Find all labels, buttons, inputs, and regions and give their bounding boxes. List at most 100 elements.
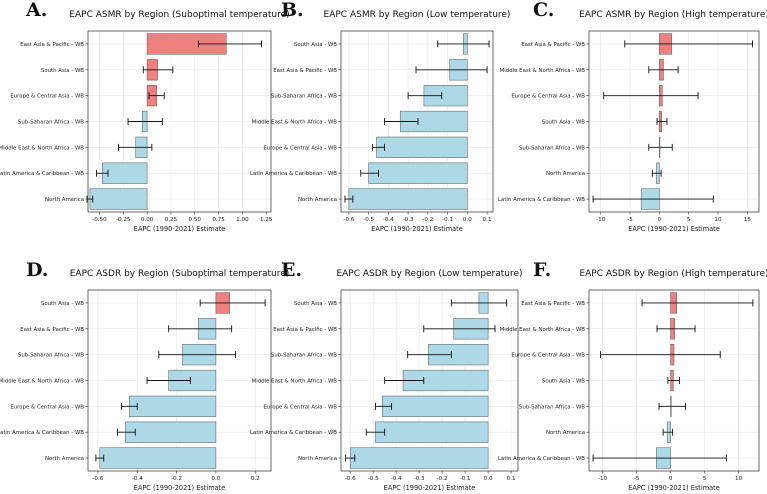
- x-tick-label: -5: [634, 476, 640, 482]
- x-tick-label: -0.3: [414, 476, 425, 482]
- x-tick-label: 0.2: [251, 476, 260, 482]
- bar-6: [368, 162, 468, 184]
- chart-title: EAPC ASDR by Region (Suboptimal temperat…: [70, 269, 290, 279]
- category-label: Middle East & North Africa - WB: [500, 327, 586, 333]
- x-tick-label: -0.5: [363, 217, 374, 223]
- category-label: Middle East & North Africa - WB: [500, 68, 586, 74]
- chart-title: EAPC ASMR by Region (Low temperature): [324, 10, 511, 20]
- category-label: South Asia - WB: [542, 379, 585, 385]
- x-tick-label: 0: [669, 476, 673, 482]
- chart-title: EAPC ASDR by Region (High temperature): [579, 269, 767, 279]
- category-label: Middle East & North Africa - WB: [0, 379, 84, 385]
- x-tick-label: -10: [598, 476, 608, 482]
- x-tick-label: 15: [744, 217, 752, 223]
- x-tick-label: 0.0: [463, 217, 472, 223]
- x-tick-label: 5: [687, 217, 691, 223]
- x-tick-label: -0.1: [442, 217, 453, 223]
- category-label: Sub-Saharan Africa - WB: [519, 145, 585, 151]
- category-label: Middle East & North Africa - WB: [252, 379, 338, 385]
- category-label: Europe & Central Asia - WB: [263, 404, 337, 410]
- bar-6: [375, 421, 489, 443]
- x-tick-label: -5: [627, 217, 633, 223]
- x-tick-label: 0.50: [189, 217, 202, 223]
- x-tick-label: 0.1: [483, 217, 492, 223]
- x-tick-label: -0.2: [422, 217, 433, 223]
- x-tick-label: 5: [703, 476, 707, 482]
- category-label: Europe & Central Asia - WB: [511, 94, 585, 100]
- x-tick-label: -0.50: [92, 217, 107, 223]
- bar-5: [382, 395, 489, 417]
- category-label: Latin America & Caribbean - WB: [498, 456, 585, 462]
- category-label: North America: [546, 171, 585, 177]
- bar-7: [348, 188, 468, 210]
- bar-6: [102, 162, 148, 184]
- panel-letter: C.: [533, 0, 554, 21]
- category-label: Europe & Central Asia - WB: [10, 404, 84, 410]
- chart-panel-5: E. EAPC ASDR by Region (Low temperature) -…: [250, 259, 523, 492]
- x-tick-label: 1.00: [236, 217, 249, 223]
- plot-frame: [588, 30, 760, 213]
- x-axis-label: EAPC (1990-2021) Estimate: [134, 484, 226, 492]
- panel-letter: A.: [25, 0, 47, 21]
- bar-7: [99, 447, 217, 469]
- x-tick-label: 0.0: [211, 476, 220, 482]
- category-label: Sub-Saharan Africa - WB: [18, 120, 84, 126]
- x-tick-label: -0.6: [345, 476, 356, 482]
- panel-letter: B.: [281, 0, 304, 21]
- plot-frame: [87, 289, 272, 472]
- bar-6: [125, 421, 217, 443]
- category-label: Sub-Saharan Africa - WB: [18, 353, 84, 359]
- category-label: South Asia - WB: [294, 42, 337, 48]
- category-label: Europe & Central Asia - WB: [263, 145, 337, 151]
- x-axis-label: EAPC (1990-2021) Estimate: [628, 484, 720, 492]
- category-label: East Asia & Pacific - WB: [521, 301, 585, 307]
- x-axis-label: EAPC (1990-2021) Estimate: [628, 225, 720, 233]
- category-label: Middle East & North Africa - WB: [0, 145, 84, 151]
- plot-frame: [588, 289, 760, 472]
- chart-panel-4: D. EAPC ASDR by Region (Suboptimal temper…: [0, 259, 289, 492]
- x-axis-label: EAPC (1990-2021) Estimate: [371, 225, 463, 233]
- bar-5: [129, 395, 217, 417]
- x-tick-label: -0.3: [403, 217, 414, 223]
- category-label: South Asia - WB: [542, 120, 585, 126]
- category-label: North America: [546, 430, 585, 436]
- chart-title: EAPC ASMR by Region (High temperature): [579, 10, 767, 20]
- category-label: Latin America & Caribbean - WB: [250, 430, 337, 436]
- panel-letter: F.: [533, 259, 551, 281]
- chart-panel-3: C. EAPC ASMR by Region (High temperature)…: [498, 0, 767, 233]
- category-label: East Asia & Pacific - WB: [521, 42, 585, 48]
- category-label: Middle East & North Africa - WB: [252, 120, 338, 126]
- category-label: North America: [298, 456, 337, 462]
- x-tick-label: -0.2: [437, 476, 448, 482]
- x-tick-label: 1.25: [260, 217, 273, 223]
- bar-7: [89, 188, 148, 210]
- x-axis-label: EAPC (1990-2021) Estimate: [134, 225, 226, 233]
- x-tick-label: -0.4: [391, 476, 402, 482]
- category-label: Latin America & Caribbean - WB: [250, 171, 337, 177]
- chart-title: EAPC ASDR by Region (Low temperature): [336, 269, 522, 279]
- x-axis-label: EAPC (1990-2021) Estimate: [384, 484, 476, 492]
- category-label: East Asia & Pacific - WB: [20, 42, 84, 48]
- x-tick-label: -0.4: [132, 476, 143, 482]
- category-label: South Asia - WB: [294, 301, 337, 307]
- x-tick-label: 10: [735, 476, 743, 482]
- category-label: North America: [298, 197, 337, 203]
- chart-title: EAPC ASMR by Region (Suboptimal temperat…: [69, 10, 289, 20]
- panel-letter: D.: [26, 259, 48, 281]
- category-label: Sub-Saharan Africa - WB: [519, 404, 585, 410]
- category-label: South Asia - WB: [41, 68, 84, 74]
- category-label: South Asia - WB: [41, 301, 84, 307]
- x-tick-label: 10: [714, 217, 722, 223]
- plot-frame: [87, 30, 272, 213]
- plot-frame: [340, 289, 519, 472]
- x-tick-label: -0.4: [383, 217, 394, 223]
- chart-panel-1: A. EAPC ASMR by Region (Suboptimal temper…: [0, 0, 290, 233]
- x-tick-label: -0.25: [116, 217, 131, 223]
- x-tick-label: 0.0: [484, 476, 493, 482]
- category-label: Sub-Saharan Africa - WB: [271, 94, 337, 100]
- category-label: North America: [45, 197, 84, 203]
- category-label: Latin America & Caribbean - WB: [498, 197, 585, 203]
- chart-panel-6: F. EAPC ASDR by Region (High temperature)…: [498, 259, 767, 492]
- x-tick-label: -10: [596, 217, 606, 223]
- bar-5: [376, 136, 468, 158]
